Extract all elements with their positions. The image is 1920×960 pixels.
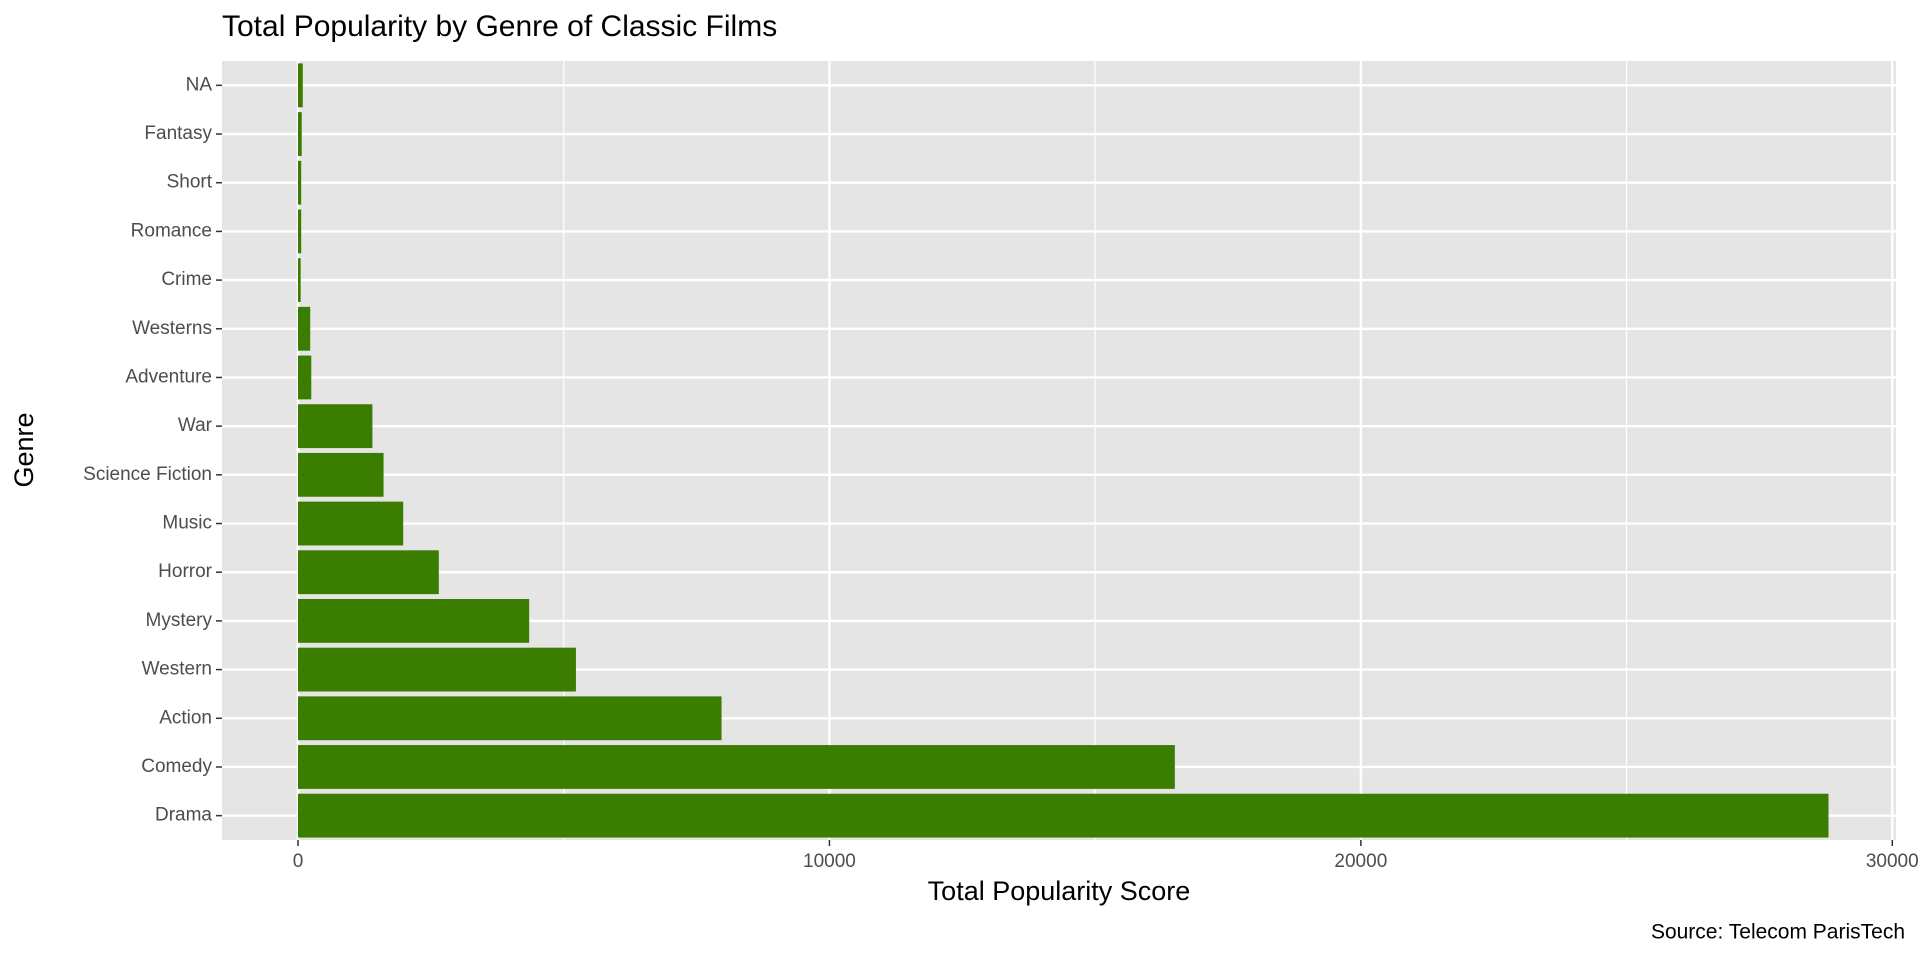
x-tick-label: 0 — [293, 851, 304, 872]
bar — [297, 306, 311, 351]
bar — [297, 647, 576, 692]
bar — [297, 501, 404, 546]
y-tick-label: Adventure — [125, 366, 212, 387]
y-tick-label: Comedy — [141, 756, 212, 777]
y-tick-label: Drama — [155, 805, 212, 826]
chart-title: Total Popularity by Genre of Classic Fil… — [222, 10, 777, 43]
bar — [297, 63, 303, 108]
bar — [297, 598, 530, 643]
y-tick-label: Mystery — [146, 610, 213, 631]
x-tick-label: 10000 — [803, 851, 856, 872]
y-tick-label: Science Fiction — [83, 464, 212, 485]
x-axis-title: Total Popularity Score — [928, 876, 1191, 906]
y-tick-label: Western — [142, 659, 212, 680]
y-tick-label: Westerns — [132, 318, 212, 339]
bar — [297, 160, 302, 205]
bar — [297, 745, 1175, 789]
y-tick-label: Crime — [161, 269, 212, 290]
bar — [297, 793, 1829, 838]
bar — [297, 355, 312, 400]
y-tick-label: War — [178, 415, 213, 436]
bar — [297, 696, 722, 741]
y-tick-label: Horror — [158, 561, 213, 582]
caption: Source: Telecom ParisTech — [1651, 921, 1905, 944]
x-tick-label: 30000 — [1866, 851, 1919, 872]
bar — [297, 209, 302, 254]
bar — [297, 452, 384, 497]
y-tick-label: Music — [162, 513, 212, 534]
y-tick-label: Short — [167, 172, 213, 193]
bar — [297, 258, 301, 303]
y-axis-title: Genre — [9, 412, 39, 487]
y-tick-label: Romance — [131, 220, 212, 241]
y-tick-label: Fantasy — [144, 123, 212, 144]
bar — [297, 404, 373, 449]
x-tick-label: 20000 — [1334, 851, 1387, 872]
bar — [297, 550, 439, 595]
y-tick-label: Action — [159, 707, 212, 728]
y-tick-label: NA — [186, 74, 213, 95]
bar — [297, 112, 302, 156]
